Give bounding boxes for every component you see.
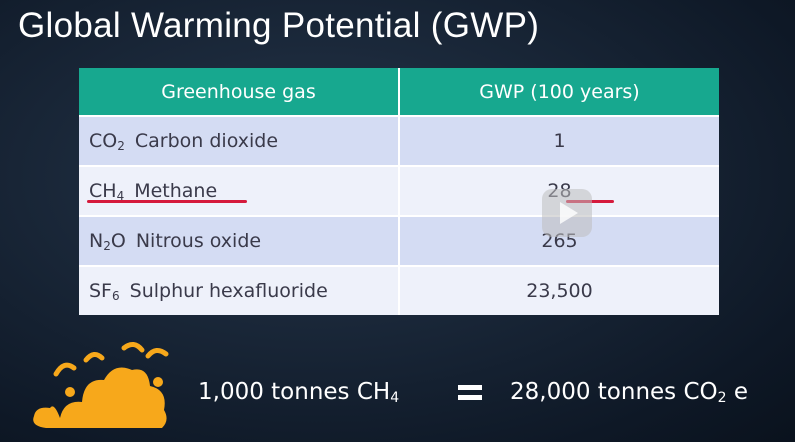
play-icon[interactable] — [542, 189, 592, 237]
gas-cell: CH4 Methane — [79, 165, 400, 216]
methane-underline — [87, 200, 247, 203]
gas-name: Sulphur hexafluoride — [129, 280, 328, 302]
cloud-icon — [33, 342, 169, 428]
page-title: Global Warming Potential (GWP) — [18, 6, 540, 45]
gas-cell: CO2 Carbon dioxide — [79, 115, 400, 166]
equation-right: 28,000 tonnes CO2 e — [510, 379, 749, 406]
table-row: CO2 Carbon dioxide 1 — [79, 115, 719, 166]
gas-name: Nitrous oxide — [135, 230, 262, 252]
gwp-table: Greenhouse gas GWP (100 years) CO2 Carbon… — [79, 68, 719, 315]
gas-formula: CO2 — [89, 130, 125, 153]
gas-name: Methane — [134, 180, 218, 202]
header-greenhouse-gas: Greenhouse gas — [79, 68, 400, 116]
gas-cell: SF6 Sulphur hexafluoride — [79, 265, 400, 315]
gas-name: Carbon dioxide — [134, 130, 279, 152]
gwp-value: 23,500 — [399, 265, 719, 315]
table-header-row: Greenhouse gas GWP (100 years) — [79, 68, 719, 116]
gwp-value: 1 — [399, 115, 719, 166]
table-row: SF6 Sulphur hexafluoride 23,500 — [79, 265, 719, 315]
gas-formula: N2O — [89, 230, 126, 253]
gas-cell: N2O Nitrous oxide — [79, 215, 400, 266]
equals-icon — [458, 385, 482, 405]
equation-left: 1,000 tonnes CH4 — [198, 379, 400, 406]
gas-formula: SF6 — [89, 280, 120, 303]
table-row: N2O Nitrous oxide 265 — [79, 215, 719, 266]
gas-formula: CH4 — [89, 180, 125, 203]
header-gwp: GWP (100 years) — [399, 68, 719, 116]
